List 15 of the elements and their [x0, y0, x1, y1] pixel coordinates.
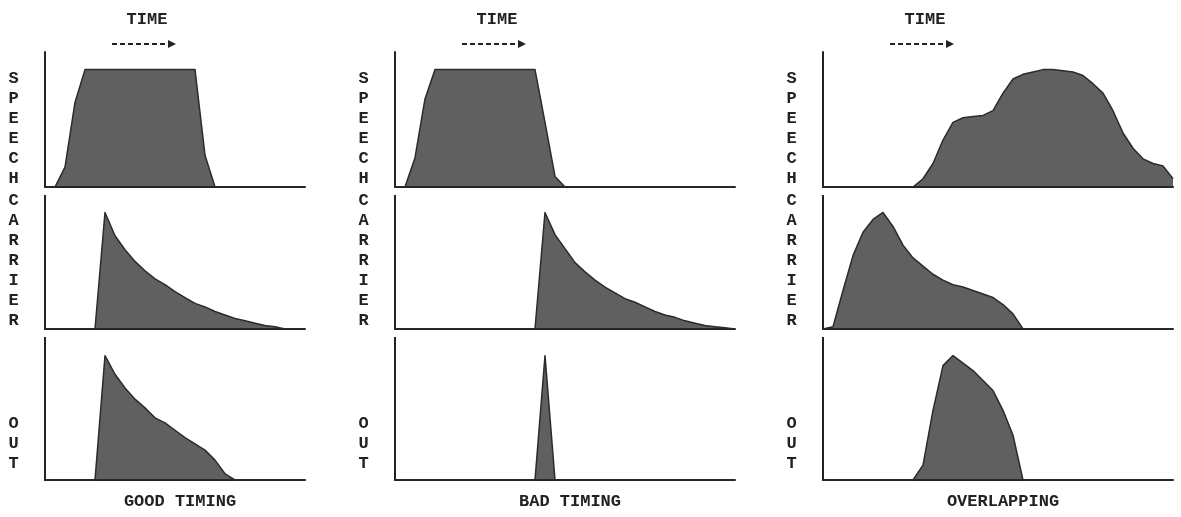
- y-axis-title: CARRIER: [781, 191, 801, 331]
- y-axis-title: OUT: [3, 414, 23, 474]
- chart-title: TIME: [126, 10, 168, 29]
- y-axis-title: SPEECH: [3, 69, 23, 189]
- y-axis-title: CARRIER: [3, 191, 23, 331]
- y-axis-title: SPEECH: [781, 69, 801, 189]
- y-axis-title: SPEECH: [353, 69, 373, 189]
- y-axis-title: OUT: [353, 414, 373, 474]
- y-axis-title: OUT: [781, 414, 801, 474]
- x-axis-title: OVERLAPPING: [946, 492, 1060, 511]
- x-axis-title: BAD TIMING: [518, 492, 622, 511]
- y-axis-title: CARRIER: [353, 191, 373, 331]
- chart-title: TIME: [904, 10, 946, 29]
- chart-title: TIME: [476, 10, 518, 29]
- x-axis-title: GOOD TIMING: [123, 492, 237, 511]
